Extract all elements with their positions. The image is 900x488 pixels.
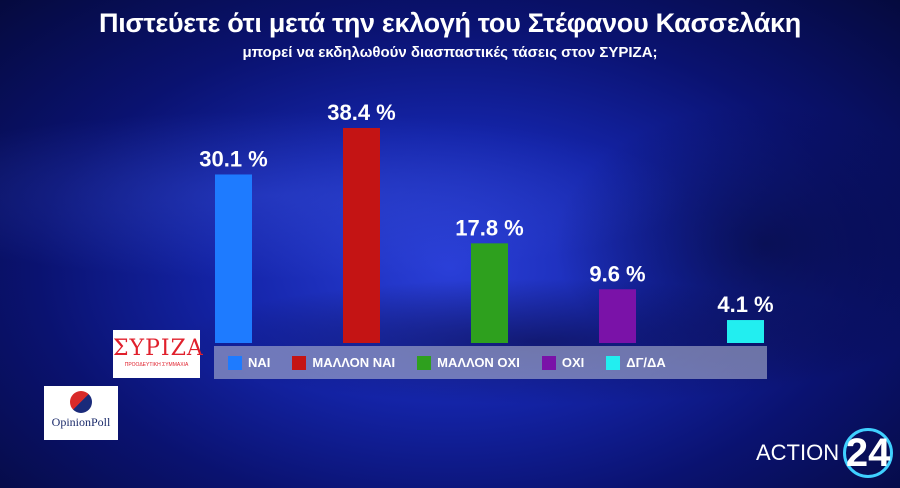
bar-value-label-2: 17.8 % — [455, 215, 524, 240]
legend-swatch-3 — [541, 355, 556, 370]
opinionpoll-logo-text: OpinionPoll — [51, 415, 111, 429]
bar-4 — [727, 320, 764, 343]
bar-2 — [471, 243, 508, 343]
syriza-logo-text: ΣΥΡΙΖΑ — [113, 336, 204, 361]
syriza-logo: ΣΥΡΙΖΑ ΠΡΟΟΔΕΥΤΙΚΗ ΣΥΜΜΑΧΙΑ — [113, 330, 204, 378]
legend-swatch-4 — [606, 355, 621, 370]
legend-label-1: ΜΑΛΛΟΝ ΝΑΙ — [312, 355, 396, 370]
bar-1 — [343, 128, 380, 343]
syriza-logo-tagline: ΠΡΟΟΔΕΥΤΙΚΗ ΣΥΜΜΑΧΙΑ — [124, 362, 189, 368]
legend-item-0: ΝΑΙ — [228, 355, 270, 370]
legend-item-3: ΟΧΙ — [541, 355, 585, 370]
bar-value-label-3: 9.6 % — [589, 261, 645, 286]
chart-title: Πιστεύετε ότι μετά την εκλογή του Στέφαν… — [99, 8, 801, 38]
bar-value-label-1: 38.4 % — [327, 100, 396, 125]
legend-label-2: ΜΑΛΛΟΝ ΟΧΙ — [437, 355, 520, 370]
legend-item-1: ΜΑΛΛΟΝ ΝΑΙ — [292, 355, 395, 370]
bar-value-label-4: 4.1 % — [717, 292, 773, 317]
opinionpoll-logo: OpinionPoll — [44, 386, 118, 440]
legend-swatch-2 — [417, 355, 432, 370]
bar-value-label-0: 30.1 % — [199, 146, 268, 171]
opinionpoll-logo-icon — [70, 391, 92, 413]
legend-label-4: ΔΓ/ΔΑ — [626, 355, 666, 370]
bar-0 — [215, 174, 252, 343]
legend: ΝΑΙ ΜΑΛΛΟΝ ΝΑΙ ΜΑΛΛΟΝ ΟΧΙ ΟΧΙ ΔΓ/ΔΑ — [214, 346, 767, 379]
legend-label-0: ΝΑΙ — [248, 355, 271, 370]
legend-item-4: ΔΓ/ΔΑ — [606, 355, 666, 370]
legend-swatch-1 — [292, 355, 307, 370]
action24-logo-number: 24 — [843, 428, 894, 478]
bar-3 — [599, 289, 636, 343]
legend-label-3: ΟΧΙ — [561, 355, 585, 370]
legend-swatch-0 — [228, 355, 242, 370]
legend-item-2: ΜΑΛΛΟΝ ΟΧΙ — [417, 355, 520, 370]
action24-logo-text: ACTION — [756, 440, 840, 465]
action24-logo: ACTION 24 — [756, 428, 894, 478]
chart-subtitle: μπορεί να εκδηλωθούν διασπαστικές τάσεις… — [242, 44, 658, 61]
